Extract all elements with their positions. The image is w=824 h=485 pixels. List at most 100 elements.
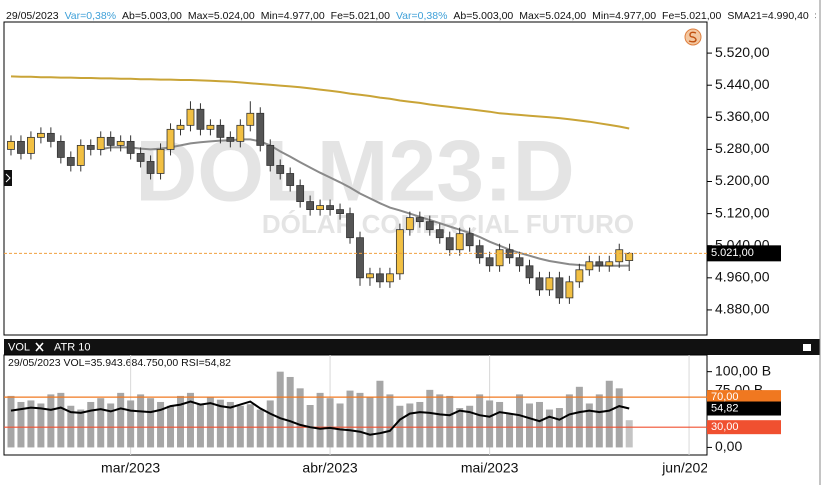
- volume-bar: [97, 398, 105, 448]
- rsi-value-label: 54,82: [711, 402, 739, 414]
- status-field: Fe=5.021,00: [662, 10, 722, 22]
- candle-body: [236, 124, 245, 142]
- volume-bar: [496, 401, 504, 448]
- candle-body: [276, 165, 285, 174]
- volume-bar: [77, 409, 85, 448]
- volume-bar: [7, 395, 15, 448]
- volume-bar: [595, 394, 603, 448]
- rsi-level-box: [707, 420, 781, 435]
- volume-bar: [157, 401, 165, 448]
- volume-bar: [376, 380, 384, 448]
- candle-body: [595, 261, 604, 267]
- volume-bar: [535, 401, 543, 448]
- tab-label[interactable]: VOL: [8, 341, 30, 353]
- tab-label[interactable]: ATR 10: [54, 341, 90, 353]
- candle-body: [27, 136, 35, 154]
- candle-body: [585, 261, 594, 271]
- y-tick-label: 5.440,00: [715, 76, 770, 92]
- candle-body: [545, 277, 554, 291]
- candle-body: [425, 221, 434, 231]
- candle-body: [415, 217, 424, 223]
- y-tick-label: 5.520,00: [715, 44, 770, 60]
- expand-arrow: [5, 173, 11, 183]
- volume-bar: [186, 392, 194, 448]
- candle-body: [575, 269, 584, 283]
- watermark: DOLM23:D: [135, 124, 575, 220]
- candle-body: [36, 132, 45, 138]
- volume-bar: [526, 403, 534, 448]
- rsi-value-box: [707, 401, 781, 416]
- candle-body: [196, 108, 205, 130]
- volume-bar: [486, 400, 494, 448]
- candle-body: [435, 229, 444, 239]
- volume-bar: [336, 403, 344, 448]
- candle-body: [605, 261, 614, 267]
- status-bar: 29/05/2023 Var=0,38% Ab=5.003,00 Max=5.024,…: [6, 9, 816, 23]
- candle-body: [246, 112, 255, 126]
- candle-body: [286, 173, 295, 186]
- candle-body: [555, 277, 564, 299]
- volume-bar: [356, 392, 364, 448]
- indicator-line: [100, 138, 630, 267]
- y2-tick-label: 70,00: [711, 391, 739, 403]
- candle-body: [475, 245, 484, 259]
- candle-body: [106, 136, 115, 146]
- candle-body: [66, 157, 75, 166]
- candle-body: [326, 205, 334, 210]
- x-tick-label: mai/2023: [461, 460, 519, 476]
- volume-bar: [436, 394, 444, 448]
- candle-body: [346, 213, 354, 239]
- expand-button[interactable]: [4, 170, 12, 186]
- status-field: Var=0,38%: [64, 10, 117, 22]
- maximize-button[interactable]: [803, 344, 811, 351]
- y-tick-label: 5.120,00: [715, 204, 770, 220]
- volume-bar: [366, 397, 374, 448]
- candle-body: [565, 281, 574, 299]
- candle-body: [296, 185, 305, 202]
- volume-bar: [406, 403, 414, 448]
- candle-body: [376, 273, 384, 283]
- candle-body: [17, 140, 25, 154]
- volume-bar: [276, 371, 284, 448]
- volume-bar: [57, 392, 65, 448]
- volume-bar: [206, 397, 214, 448]
- volume-bar: [476, 394, 484, 448]
- candle-body: [146, 161, 155, 174]
- candle-body: [465, 233, 474, 247]
- watermark-subtitle: DÓLAR COMERCIAL FUTURO: [262, 209, 634, 239]
- candle-body: [525, 265, 534, 279]
- volume-bar: [27, 400, 35, 448]
- candle-body: [186, 108, 195, 126]
- volume-bar: [147, 398, 155, 448]
- candle-body: [76, 144, 85, 166]
- candle-body: [7, 140, 15, 150]
- volume-bar: [37, 403, 45, 448]
- candle-body: [485, 257, 494, 267]
- candle-body: [445, 237, 454, 251]
- volume-bar: [266, 400, 274, 448]
- volume-bar: [506, 413, 514, 448]
- y-tick-label: 100,00 B: [715, 362, 771, 378]
- candle-body: [625, 252, 634, 261]
- candle-body: [535, 277, 544, 291]
- volume-bar: [47, 394, 55, 448]
- close-tab[interactable]: [35, 342, 44, 352]
- y-tick-label: 5.280,00: [715, 140, 770, 156]
- candle-body: [615, 249, 624, 263]
- status-field: 29/05/2023: [6, 10, 59, 22]
- candle-body: [156, 149, 165, 174]
- rsi-level-box: [707, 390, 781, 405]
- status-field: Max=5.024,00: [187, 10, 255, 22]
- candle-body: [206, 124, 215, 130]
- volume-bar: [545, 409, 553, 448]
- volume-bar: [246, 404, 254, 448]
- volume-bar: [386, 394, 394, 448]
- volume-bar: [585, 403, 593, 448]
- candle-body: [395, 229, 404, 275]
- status-field: Min=4.977,00: [592, 10, 657, 22]
- status-field: Fe=5.021,00: [330, 10, 390, 22]
- candle-body: [226, 136, 235, 142]
- candle-body: [266, 144, 275, 166]
- volume-bar: [196, 403, 204, 448]
